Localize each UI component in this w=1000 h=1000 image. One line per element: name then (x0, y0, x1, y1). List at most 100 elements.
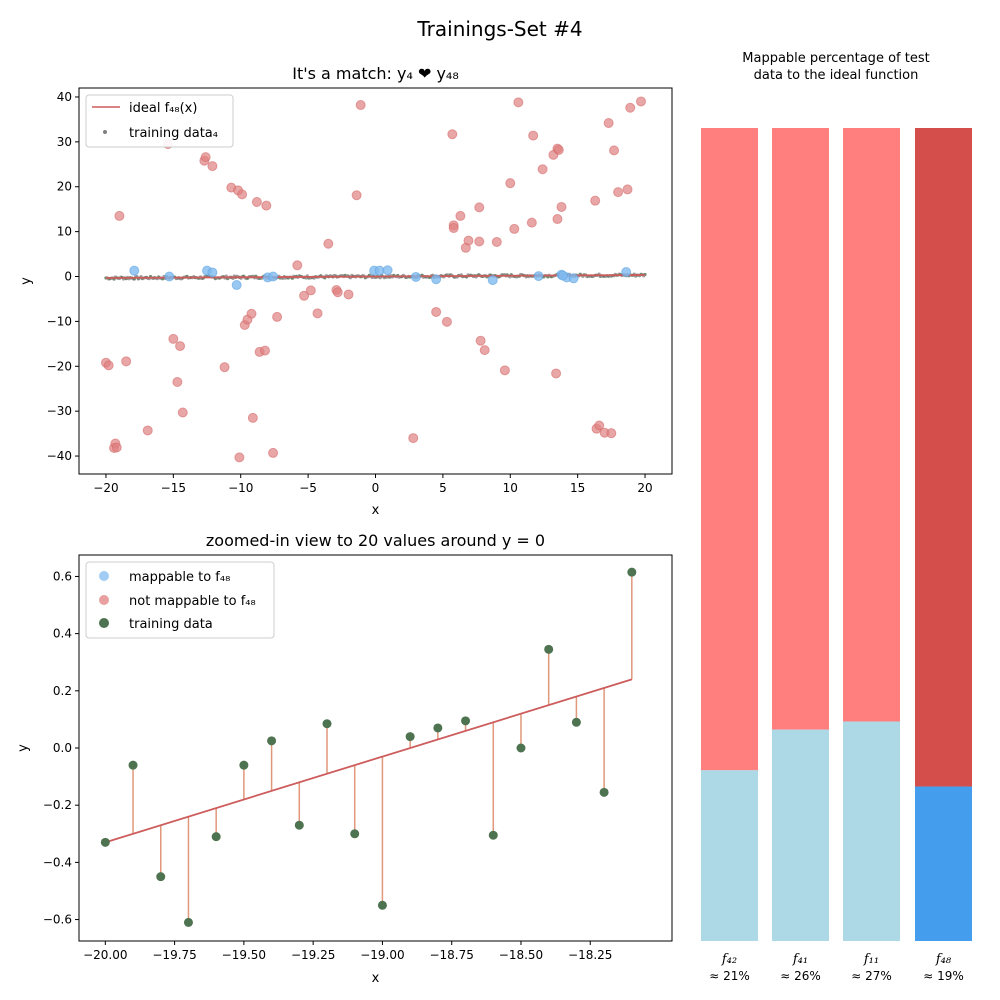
overview-ytick-label: 10 (57, 225, 72, 239)
not-mappable-test-point (606, 428, 617, 439)
not-mappable-test-point (237, 189, 248, 200)
not-mappable-test-point (408, 433, 419, 444)
bar-category-label: f₄₁ (792, 952, 808, 967)
not-mappable-test-point (207, 161, 218, 172)
legend-training-data-swatch (99, 618, 109, 628)
legend-not-mappable-swatch (99, 595, 109, 605)
not-mappable-test-point (475, 335, 486, 346)
overview-ylabel: y (19, 277, 34, 285)
legend-training-data-label: training data (129, 617, 213, 632)
bar-title-line-2: data to the ideal function (754, 68, 919, 83)
zoom-training-point (350, 829, 360, 839)
zoom-training-point (156, 872, 166, 882)
not-mappable-test-point (491, 236, 502, 247)
zoom-training-point (627, 567, 637, 577)
zoom-ytick-label: −0.6 (43, 913, 72, 927)
not-mappable-test-point (590, 195, 601, 206)
not-mappable-test-point (312, 308, 323, 319)
zoom-xtick-label: −18.75 (429, 948, 473, 962)
zoom-training-point (322, 719, 332, 729)
bar-mappable-segment (701, 770, 758, 941)
zoom-training-point (239, 760, 249, 770)
not-mappable-test-point (526, 217, 537, 228)
bar-not-mappable-segment (915, 128, 972, 787)
zoom-ideal-function-line (105, 678, 633, 844)
ideal-function-line (105, 274, 646, 279)
not-mappable-test-point (299, 290, 310, 301)
not-mappable-test-point (200, 152, 211, 163)
not-mappable-test-point (172, 376, 183, 387)
bar-category-label: f₁₁ (863, 952, 879, 967)
legend-training-label: training data₄ (129, 126, 218, 141)
mappable-test-point (231, 280, 242, 291)
not-mappable-test-point (509, 223, 520, 234)
bar-not-mappable-segment (843, 128, 900, 722)
not-mappable-test-point (292, 260, 303, 271)
overview-legend: ideal f₄₈(x) training data₄ (85, 94, 234, 148)
not-mappable-test-point (528, 130, 539, 141)
zoom-training-point (461, 716, 471, 726)
zoom-legend-box (85, 561, 275, 639)
not-mappable-test-point (594, 420, 605, 431)
not-mappable-test-point (448, 223, 459, 234)
not-mappable-test-point (499, 365, 510, 376)
not-mappable-test-point (474, 202, 485, 213)
overview-ytick-label: 20 (57, 180, 72, 194)
zoom-training-point (544, 644, 554, 654)
overview-xtick-label: 10 (503, 481, 518, 495)
not-mappable-test-point (474, 236, 485, 247)
bar-mappable-segment (843, 721, 900, 941)
mappable-test-point (129, 265, 140, 276)
bar-percentage-label: ≈ 21% (709, 969, 750, 983)
not-mappable-test-point (479, 345, 490, 356)
bar-percentage-label: ≈ 27% (851, 969, 892, 983)
overview-ytick-label: 30 (57, 135, 72, 149)
mappable-test-point (410, 271, 421, 282)
zoom-training-point (100, 837, 110, 847)
legend-training-swatch (103, 130, 107, 134)
zoom-training-point (267, 736, 277, 746)
zoom-xlabel: x (372, 971, 380, 986)
overview-xlabel: x (372, 503, 380, 518)
zoom-training-point (433, 723, 443, 733)
not-mappable-test-point (463, 235, 474, 246)
bar-panel: Mappable percentage of test data to the … (701, 51, 972, 983)
zoom-xtick-label: −18.50 (499, 948, 543, 962)
overview-xtick-label: −20 (93, 481, 118, 495)
zoom-training-point (599, 787, 609, 797)
zoom-panel: zoomed-in view to 20 values around y = 0… (16, 531, 673, 986)
not-mappable-test-point (553, 144, 564, 155)
not-mappable-test-point (305, 285, 316, 296)
zoom-legend: mappable to f₄₈ not mappable to f₄₈ trai… (85, 561, 275, 639)
legend-mappable-label: mappable to f₄₈ (129, 570, 230, 585)
not-mappable-test-point (177, 407, 188, 418)
overview-xtick-label: −10 (228, 481, 253, 495)
mappable-test-point (568, 273, 579, 284)
zoom-ticks: −20.00 −19.75 −19.50 −19.25 −19.00 −18.75 −18.… (43, 569, 613, 962)
zoom-training-point (183, 917, 193, 927)
legend-mappable-swatch (99, 571, 109, 581)
zoom-training-point (488, 830, 498, 840)
not-mappable-test-point (537, 164, 548, 175)
mappable-test-point (557, 270, 568, 281)
zoom-ytick-label: −0.2 (43, 798, 72, 812)
overview-legend-box (85, 94, 234, 148)
bar-percentage-label: ≈ 26% (780, 969, 821, 983)
zoom-xtick-label: −20.00 (83, 948, 127, 962)
zoom-training-point (405, 732, 415, 742)
not-mappable-test-point (513, 97, 524, 108)
not-mappable-test-point (455, 210, 466, 221)
bar-category-label: f₄₈ (935, 952, 952, 967)
overview-ytick-label: −10 (47, 314, 72, 328)
not-mappable-test-point (556, 201, 567, 212)
mappable-test-point (431, 274, 442, 285)
bar-title-line-1: Mappable percentage of test (742, 51, 929, 66)
not-mappable-test-point (251, 197, 262, 208)
zoom-plot-area (100, 567, 637, 927)
zoom-xtick-label: −19.75 (152, 948, 196, 962)
zoom-training-point (211, 832, 221, 842)
zoom-xtick-label: −18.25 (568, 948, 612, 962)
not-mappable-test-point (332, 287, 343, 298)
overview-xtick-label: 0 (372, 481, 380, 495)
zoom-training-point (294, 820, 304, 830)
